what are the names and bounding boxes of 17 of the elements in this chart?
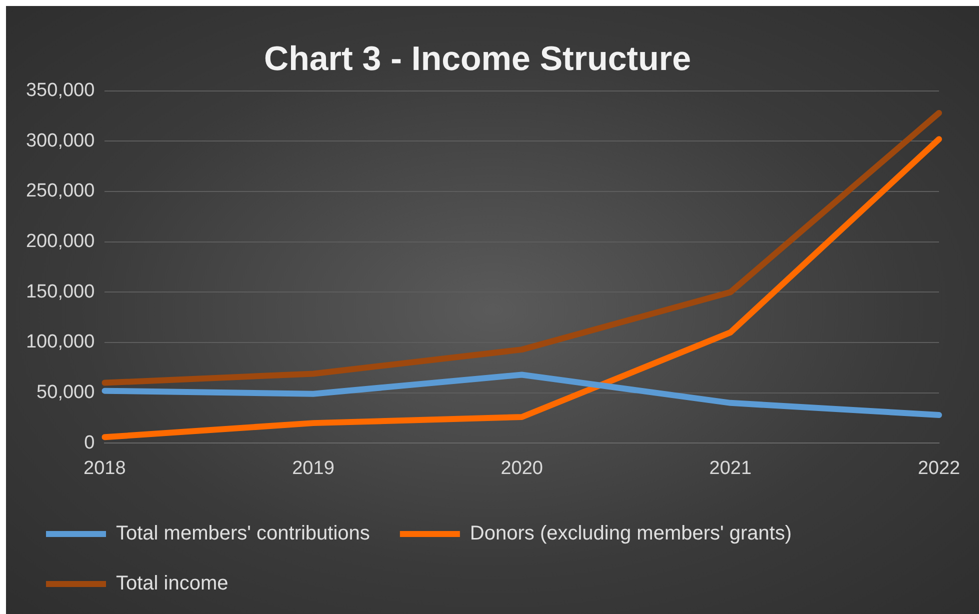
y-tick-label: 300,000	[26, 130, 95, 152]
y-tick-label: 150,000	[26, 281, 95, 302]
legend-label: Total income	[116, 572, 228, 595]
legend-label: Donors (excluding members' grants)	[470, 522, 792, 545]
y-tick-label: 100,000	[26, 332, 95, 353]
chart-title: Chart 3 - Income Structure	[264, 40, 691, 78]
x-tick-label: 2021	[709, 458, 752, 479]
y-tick-label: 0	[84, 432, 95, 454]
y-tick-label: 50,000	[36, 382, 95, 404]
x-tick-label: 2019	[292, 458, 334, 479]
y-tick-label: 200,000	[26, 231, 95, 252]
y-tick-label: 250,000	[26, 180, 95, 202]
x-tick-label: 2022	[918, 458, 960, 479]
legend-label: Total members' contributions	[116, 522, 370, 545]
y-tick-label: 350,000	[26, 80, 95, 102]
x-tick-label: 2020	[500, 458, 543, 479]
x-tick-label: 2018	[84, 458, 126, 479]
